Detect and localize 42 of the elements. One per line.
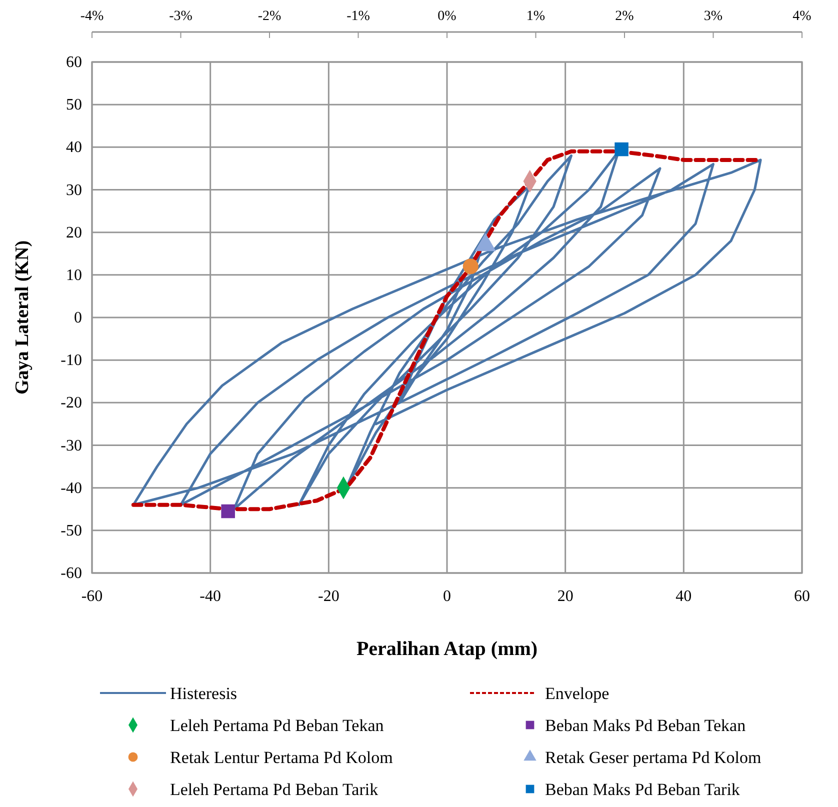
x-tick-label: -40 <box>200 588 221 605</box>
x2-tick-label: -1% <box>346 9 370 24</box>
point <box>221 504 235 518</box>
legend-label: Retak Geser pertama Pd Kolom <box>545 748 762 767</box>
y-tick-label: 60 <box>66 54 82 71</box>
y-tick-label: 0 <box>74 310 82 326</box>
y-axis-title: Gaya Lateral (KN) <box>12 240 33 395</box>
legend-label: Envelope <box>545 684 610 703</box>
x2-tick-label: 0% <box>438 9 457 24</box>
x-tick-label: 60 <box>794 588 810 605</box>
x-axis-title: Peralihan Atap (mm) <box>356 638 538 660</box>
x2-tick-label: 4% <box>792 9 812 24</box>
legend-label: Leleh Pertama Pd Beban Tekan <box>170 716 384 735</box>
y-tick-label: -20 <box>60 394 82 412</box>
x2-tick-label: -2% <box>258 9 282 24</box>
legend-label: Beban Maks Pd Beban Tekan <box>545 716 746 735</box>
y-tick-label: -30 <box>60 437 82 454</box>
y-tick-label: -10 <box>60 352 82 370</box>
legend-label: Beban Maks Pd Beban Tarik <box>545 780 740 799</box>
x-tick-label: -20 <box>318 588 340 605</box>
y-tick-label: 20 <box>66 224 82 242</box>
x2-tick-label: 3% <box>704 9 723 24</box>
legend-label: Leleh Pertama Pd Beban Tarik <box>170 780 379 799</box>
y-tick-label: 30 <box>66 182 82 199</box>
x2-tick-label: 2% <box>615 9 634 24</box>
y-tick-label: 10 <box>66 266 82 284</box>
y-tick-label: -60 <box>60 565 82 582</box>
x-tick-label: 0 <box>443 588 451 605</box>
y-tick-label: -50 <box>60 522 82 540</box>
x-tick-label: 20 <box>557 588 574 605</box>
y-tick-label: 40 <box>66 139 82 156</box>
x-tick-label: 40 <box>676 588 692 605</box>
x2-tick-label: -3% <box>169 9 193 24</box>
x2-tick-label: 1% <box>526 9 546 24</box>
legend-label: Histeresis <box>170 684 238 703</box>
x-tick-label: -60 <box>81 588 103 605</box>
x2-tick-label: -4% <box>80 9 104 24</box>
y-tick-label: 50 <box>66 96 82 114</box>
point <box>614 142 628 156</box>
y-tick-label: -40 <box>60 480 82 497</box>
legend-label: Retak Lentur Pertama Pd Kolom <box>170 748 393 767</box>
point <box>462 258 478 274</box>
